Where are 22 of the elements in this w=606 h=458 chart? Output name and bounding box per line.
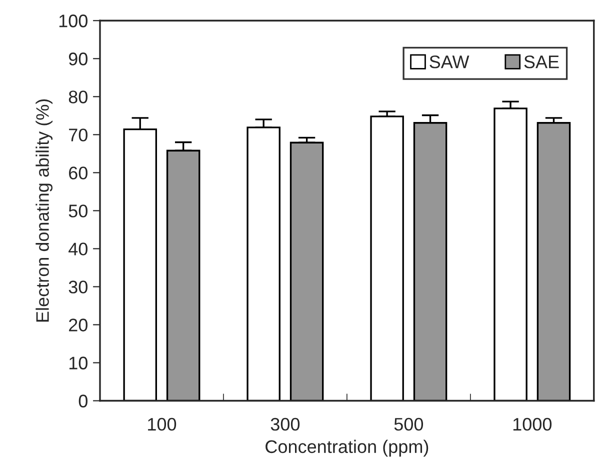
bar <box>370 116 404 401</box>
y-tick-label: 20 <box>69 318 88 332</box>
x-tick-label: 1000 <box>513 418 552 431</box>
y-tick-label: 60 <box>69 166 88 180</box>
x-tick-label: 500 <box>394 418 424 431</box>
y-tick-label: 80 <box>68 90 88 104</box>
bar <box>290 142 324 401</box>
x-tick-label: 300 <box>270 418 300 431</box>
y-tick-label: 40 <box>68 242 88 256</box>
y-tick-label: 100 <box>59 14 88 28</box>
legend-label: SAE <box>524 55 559 68</box>
x-axis-title: Concentration (ppm) <box>266 440 428 457</box>
y-axis-title: Electron donating ability (%) <box>36 99 53 322</box>
y-tick-label: 10 <box>69 356 88 370</box>
y-tick-label: 30 <box>68 280 88 294</box>
y-tick-label: 50 <box>68 204 88 218</box>
y-tick-label: 70 <box>69 128 88 142</box>
y-tick-label: 0 <box>78 394 88 408</box>
legend-label: SAW <box>430 55 470 68</box>
bar <box>536 122 571 401</box>
y-tick-label: 90 <box>68 52 88 66</box>
x-tick-label: 100 <box>148 418 176 431</box>
